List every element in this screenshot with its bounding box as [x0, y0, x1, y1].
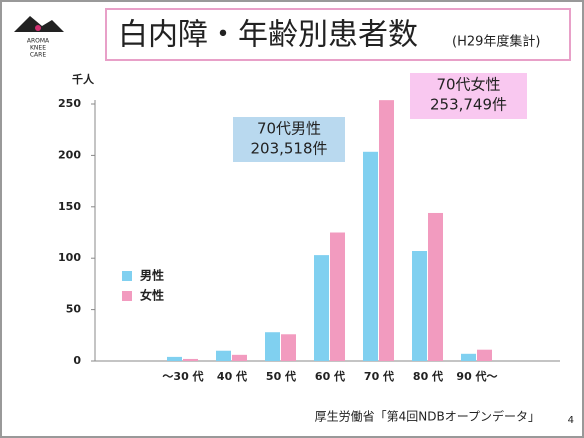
x-tick-label: ～30 代 [162, 369, 203, 383]
bar [461, 353, 476, 361]
x-tick-label: 90 代～ [456, 369, 497, 383]
bar [216, 350, 231, 361]
logo-text: CARE [30, 52, 46, 59]
y-tick-label: 150 [58, 200, 81, 213]
x-tick-label: 80 代 [413, 369, 443, 383]
y-tick-label: 100 [58, 251, 81, 264]
bar [363, 151, 378, 361]
y-tick-label: 200 [58, 148, 81, 161]
y-unit: 千人 [72, 72, 95, 86]
annotation-box [233, 117, 345, 162]
annotation-text: 70代男性 [257, 120, 321, 138]
x-tick-label: 70 代 [364, 369, 394, 383]
annotation-text: 253,749件 [430, 96, 507, 114]
annotation-text: 203,518件 [250, 140, 327, 158]
legend-swatch [122, 271, 132, 281]
y-tick-label: 250 [58, 97, 81, 110]
logo-text: AROMA [27, 38, 50, 45]
chart-title: 白内障・年齢別患者数 [118, 18, 418, 53]
title-box [105, 8, 571, 61]
legend-label: 男性 [140, 268, 164, 283]
annotation-text: 70代女性 [436, 76, 500, 94]
bar [167, 356, 182, 361]
bar [232, 354, 247, 361]
x-tick-label: 50 代 [266, 369, 296, 383]
logo-mark [14, 16, 64, 32]
bar [281, 334, 296, 361]
y-tick-label: 0 [73, 354, 81, 367]
page-number: 4 [568, 415, 574, 426]
logo-dot [35, 25, 41, 31]
bar [379, 100, 394, 361]
bar [265, 332, 280, 361]
bar [183, 358, 198, 361]
y-tick-label: 50 [66, 303, 82, 316]
bar [477, 349, 492, 361]
x-tick-label: 40 代 [217, 369, 247, 383]
logo-text: KNEE [30, 45, 46, 52]
bar [412, 251, 427, 361]
bar [330, 232, 345, 361]
annotation-box [410, 73, 527, 119]
legend-swatch [122, 291, 132, 301]
chart-subtitle: (H29年度集計) [452, 34, 540, 50]
bar [428, 212, 443, 361]
source: 厚生労働省「第4回NDBオープンデータ」 [315, 409, 540, 424]
x-tick-label: 60 代 [315, 369, 345, 383]
bar [314, 255, 329, 361]
legend-label: 女性 [140, 288, 164, 303]
